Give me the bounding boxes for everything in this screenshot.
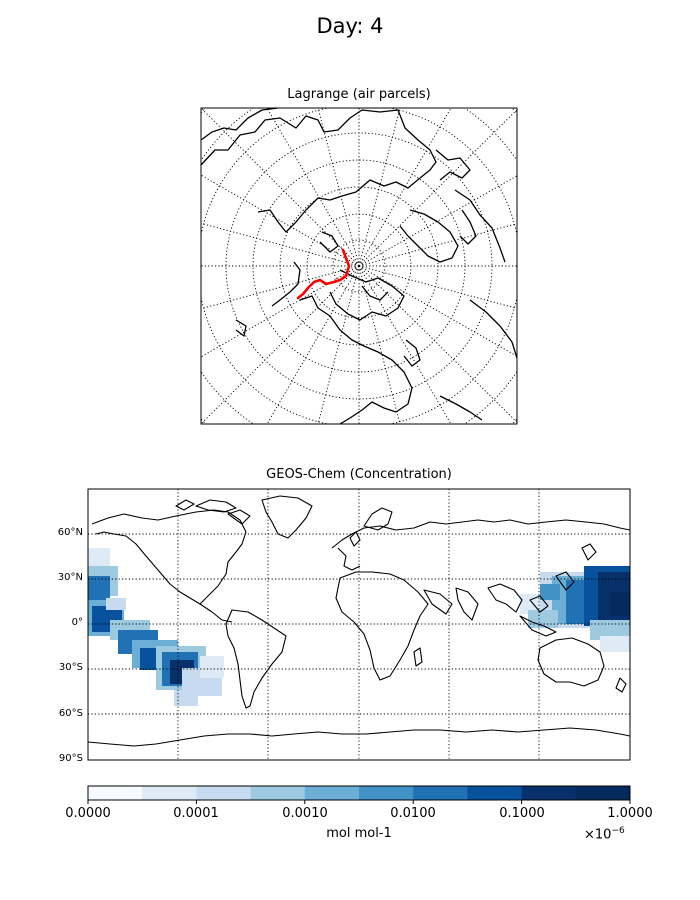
colorbar-offset-label: ×10−6 — [584, 826, 625, 842]
concentration-cell — [200, 656, 224, 678]
colorbar-tick-label: 0.0001 — [173, 806, 219, 821]
world-graticule — [88, 489, 630, 760]
lat-label-0: 0° — [71, 617, 83, 628]
colorbar-segment — [413, 786, 468, 800]
colorbar-segment — [521, 786, 577, 800]
colorbar-segment — [575, 786, 631, 800]
world-coastlines — [88, 495, 630, 747]
colorbar-tick-label: 0.0010 — [282, 806, 328, 821]
concentration-cell — [600, 636, 630, 652]
polar-map-frame — [200, 107, 518, 425]
polar-map-title: Lagrange (air parcels) — [287, 87, 431, 102]
colorbar-ticks — [87, 800, 631, 804]
lat-label-60n: 60°N — [57, 527, 83, 538]
lat-label-30s: 30°S — [58, 662, 83, 673]
concentration-cell — [106, 598, 126, 610]
concentration-cell — [610, 592, 630, 616]
concentration-cell — [88, 548, 110, 566]
concentration-cell — [174, 690, 198, 706]
colorbar-units-label: mol mol-1 — [326, 826, 392, 841]
parcel-trajectory — [296, 248, 351, 300]
offset-exponent: −6 — [611, 826, 625, 836]
colorbar-segment — [467, 786, 523, 800]
colorbar-segment — [304, 786, 360, 800]
colorbar — [88, 786, 631, 800]
concentration-cell — [590, 620, 630, 640]
colorbar-segment — [359, 786, 414, 800]
lat-label-60s: 60°S — [58, 708, 83, 719]
world-map-frame — [87, 488, 631, 761]
colorbar-tick-label: 0.0100 — [390, 806, 436, 821]
concentration-cell — [540, 584, 560, 600]
lat-label-90s: 90°S — [58, 753, 83, 764]
colorbar-segment — [196, 786, 252, 800]
figure-title: Day: 4 — [316, 14, 384, 38]
colorbar-tick-label: 0.1000 — [499, 806, 545, 821]
world-map-title: GEOS-Chem (Concentration) — [266, 467, 452, 482]
colorbar-tick-label: 0.0000 — [65, 806, 111, 821]
colorbar-tick-label: 1.0000 — [607, 806, 653, 821]
colorbar-segment — [142, 786, 197, 800]
offset-base: ×10 — [584, 827, 612, 843]
world-map — [87, 488, 631, 761]
colorbar-segment — [88, 786, 143, 800]
colorbar-frame — [87, 785, 631, 801]
lat-label-30n: 30°N — [57, 572, 83, 583]
polar-graticule — [201, 108, 517, 424]
colorbar-segment — [250, 786, 306, 800]
polar-map — [200, 107, 518, 425]
concentration-cell — [88, 576, 110, 600]
polar-coastlines — [201, 108, 517, 424]
